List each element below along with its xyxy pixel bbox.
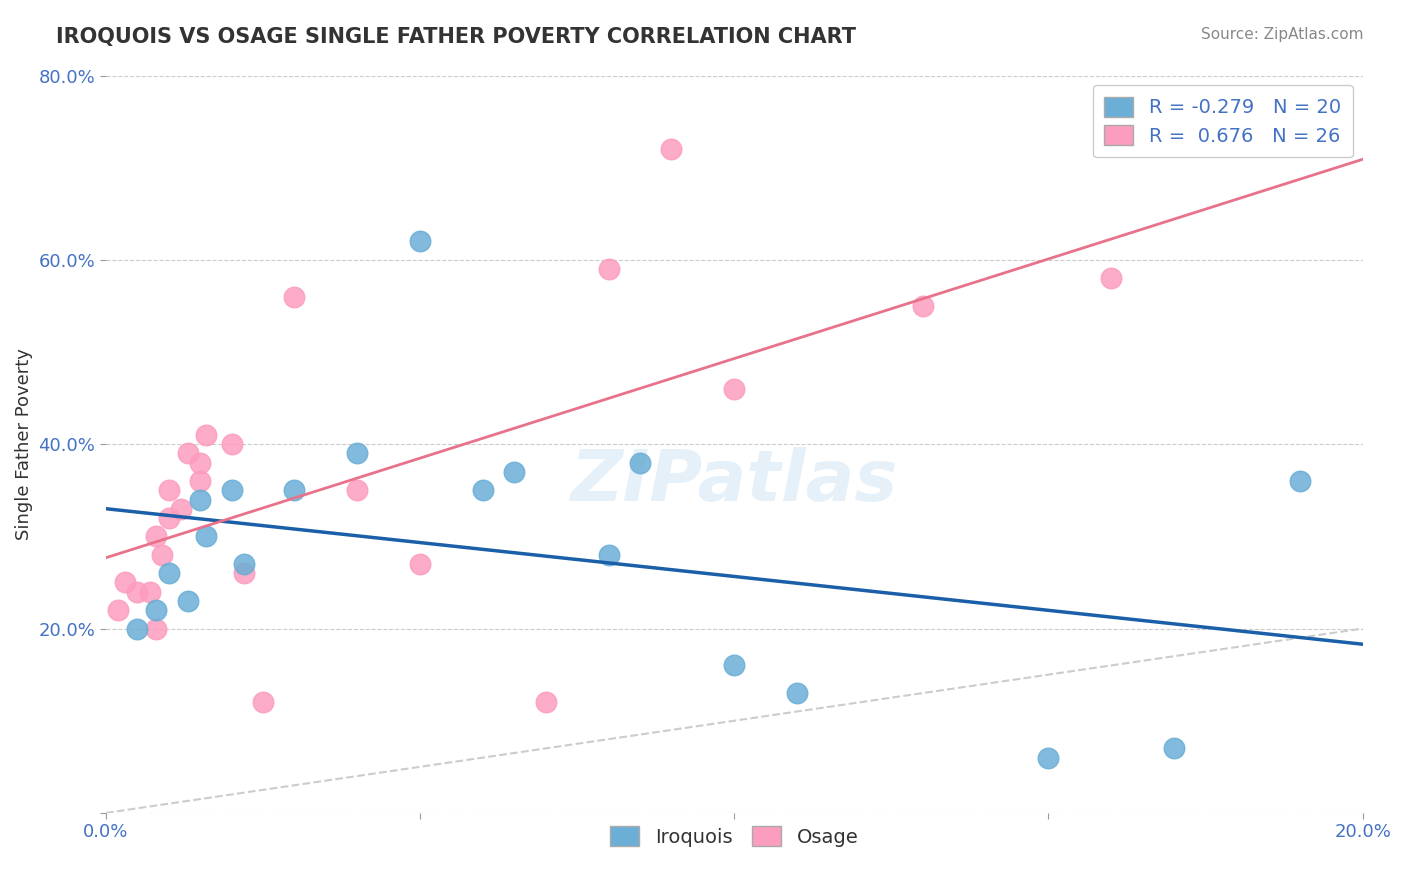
Point xyxy=(188,492,211,507)
Point xyxy=(188,456,211,470)
Point xyxy=(346,483,368,498)
Point xyxy=(786,686,808,700)
Point xyxy=(157,483,180,498)
Point xyxy=(195,529,218,543)
Point xyxy=(471,483,494,498)
Point xyxy=(1163,741,1185,756)
Point xyxy=(283,290,305,304)
Point xyxy=(107,603,129,617)
Point xyxy=(283,483,305,498)
Point xyxy=(157,511,180,525)
Point xyxy=(176,594,198,608)
Text: ZIPatlas: ZIPatlas xyxy=(571,447,898,516)
Point xyxy=(233,557,256,571)
Point xyxy=(157,566,180,581)
Point xyxy=(233,566,256,581)
Point xyxy=(139,584,162,599)
Point xyxy=(1099,271,1122,285)
Point xyxy=(145,529,167,543)
Point xyxy=(661,142,683,156)
Point xyxy=(127,622,149,636)
Point xyxy=(176,446,198,460)
Point xyxy=(221,483,243,498)
Point xyxy=(628,456,651,470)
Point xyxy=(598,262,620,277)
Point xyxy=(409,557,432,571)
Text: Source: ZipAtlas.com: Source: ZipAtlas.com xyxy=(1201,27,1364,42)
Point xyxy=(127,584,149,599)
Point xyxy=(409,235,432,249)
Point xyxy=(170,501,193,516)
Y-axis label: Single Father Poverty: Single Father Poverty xyxy=(15,348,32,541)
Point xyxy=(152,548,174,562)
Point xyxy=(911,299,934,313)
Point xyxy=(221,437,243,451)
Point xyxy=(145,603,167,617)
Point xyxy=(346,446,368,460)
Text: IROQUOIS VS OSAGE SINGLE FATHER POVERTY CORRELATION CHART: IROQUOIS VS OSAGE SINGLE FATHER POVERTY … xyxy=(56,27,856,46)
Point xyxy=(195,428,218,442)
Point xyxy=(503,465,526,479)
Legend: R = -0.279   N = 20, R =  0.676   N = 26: R = -0.279 N = 20, R = 0.676 N = 26 xyxy=(1092,86,1353,157)
Point xyxy=(252,695,274,709)
Point xyxy=(723,658,745,673)
Point xyxy=(1288,474,1310,488)
Point xyxy=(1038,750,1060,764)
Point xyxy=(598,548,620,562)
Point xyxy=(188,474,211,488)
Point xyxy=(145,622,167,636)
Point xyxy=(114,575,136,590)
Point xyxy=(723,382,745,396)
Point xyxy=(534,695,557,709)
